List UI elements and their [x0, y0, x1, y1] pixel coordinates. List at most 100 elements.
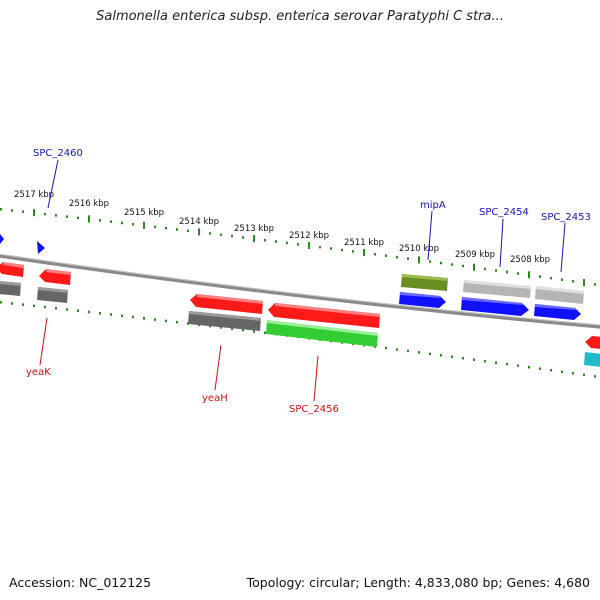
minor-tick — [88, 310, 90, 314]
minor-tick — [484, 267, 486, 271]
minor-tick — [506, 270, 508, 274]
minor-tick — [209, 232, 211, 235]
minor-tick — [66, 215, 68, 218]
minor-tick — [0, 301, 2, 304]
minor-tick — [55, 307, 57, 310]
gene-block[interactable] — [188, 311, 261, 331]
minor-tick — [583, 373, 585, 377]
major-tick — [528, 271, 530, 279]
gene-label-spc2453[interactable]: SPC_2453 — [541, 212, 591, 223]
outer-tick-row — [0, 208, 596, 287]
minor-tick — [385, 254, 387, 257]
tick-label-2508: 2508 kbp — [510, 255, 550, 265]
minor-tick — [407, 349, 409, 353]
minor-tick — [0, 208, 2, 211]
minus-strand-features — [0, 262, 600, 367]
minor-tick — [231, 234, 233, 238]
major-tick — [33, 209, 35, 217]
tick-label-2513: 2513 kbp — [234, 224, 274, 234]
minor-tick — [539, 367, 541, 370]
minor-tick — [440, 261, 442, 265]
minor-tick — [176, 320, 178, 324]
minor-tick — [176, 228, 178, 231]
minor-tick — [495, 361, 497, 364]
minor-tick — [539, 275, 541, 278]
gene-label-yeah[interactable]: yeaH — [202, 393, 228, 404]
gene-arrow[interactable] — [461, 297, 529, 316]
minor-tick — [572, 280, 574, 283]
minor-tick — [396, 255, 398, 259]
minor-tick — [22, 303, 24, 306]
gene-arrow[interactable] — [37, 241, 45, 254]
minor-tick — [11, 302, 13, 305]
tick-label-2512: 2512 kbp — [289, 231, 329, 241]
minor-tick — [11, 209, 13, 212]
tick-label-2517: 2517 kbp — [14, 190, 54, 200]
tick-label-2514: 2514 kbp — [179, 217, 219, 227]
map-title: Salmonella enterica subsp. enterica sero… — [96, 9, 504, 24]
tick-label-2510: 2510 kbp — [399, 244, 439, 254]
minor-tick — [561, 370, 563, 374]
minor-tick — [572, 372, 574, 375]
gene-label-spc2456[interactable]: SPC_2456 — [289, 404, 339, 415]
minor-tick — [550, 368, 552, 372]
topology-summary: Topology: circular; Length: 4,833,080 bp… — [246, 575, 590, 590]
minor-tick — [33, 304, 35, 308]
minor-tick — [319, 245, 321, 249]
minor-tick — [220, 326, 222, 329]
minor-tick — [44, 305, 46, 309]
minor-tick — [66, 308, 68, 311]
minor-tick — [517, 272, 519, 275]
minor-tick — [451, 263, 453, 266]
minor-tick — [561, 278, 563, 281]
tick-label-2509: 2509 kbp — [455, 250, 495, 260]
minor-tick — [55, 214, 57, 217]
minor-tick — [165, 226, 167, 230]
minor-tick — [429, 260, 431, 263]
gene-label-spc2454[interactable]: SPC_2454 — [479, 207, 529, 218]
minor-tick — [44, 212, 46, 216]
gene-label-yeak[interactable]: yeaK — [26, 367, 51, 378]
tick-label-2515: 2515 kbp — [124, 208, 164, 218]
gene-arrow[interactable] — [190, 294, 263, 314]
minor-tick — [374, 253, 376, 256]
major-tick — [363, 249, 365, 257]
minor-tick — [517, 364, 519, 367]
minor-tick — [396, 348, 398, 351]
gene-arrow[interactable] — [0, 234, 4, 244]
gene-arrow[interactable] — [585, 336, 600, 349]
minor-tick — [528, 365, 530, 369]
minor-tick — [330, 247, 332, 250]
minor-tick — [110, 313, 112, 316]
minor-tick — [22, 210, 24, 213]
major-tick — [473, 263, 475, 271]
minor-tick — [473, 358, 475, 361]
gene-block[interactable] — [266, 320, 378, 347]
minor-tick — [99, 219, 101, 222]
major-tick — [583, 279, 585, 287]
gene-label-mipa[interactable]: mipA — [420, 200, 446, 211]
tick-label-2516: 2516 kbp — [69, 199, 109, 209]
minor-tick — [253, 330, 255, 333]
major-tick — [88, 215, 90, 223]
genome-backbone — [0, 253, 600, 329]
minor-tick — [418, 351, 420, 354]
minor-tick — [99, 311, 101, 315]
minor-tick — [242, 328, 244, 332]
minor-tick — [286, 241, 288, 245]
accession-text: Accession: NC_012125 — [9, 575, 152, 590]
minor-tick — [429, 352, 431, 356]
minor-tick — [451, 355, 453, 359]
minor-tick — [187, 229, 189, 233]
minor-tick — [165, 319, 167, 323]
tick-label-2511: 2511 kbp — [344, 238, 384, 248]
minor-tick — [275, 240, 277, 243]
major-tick — [308, 242, 310, 250]
gene-label-spc2460[interactable]: SPC_2460 — [33, 148, 83, 159]
gene-block[interactable] — [584, 352, 600, 367]
minor-tick — [462, 356, 464, 360]
minor-tick — [385, 346, 387, 350]
gene-arrow[interactable] — [268, 303, 380, 328]
minor-tick — [121, 221, 123, 225]
